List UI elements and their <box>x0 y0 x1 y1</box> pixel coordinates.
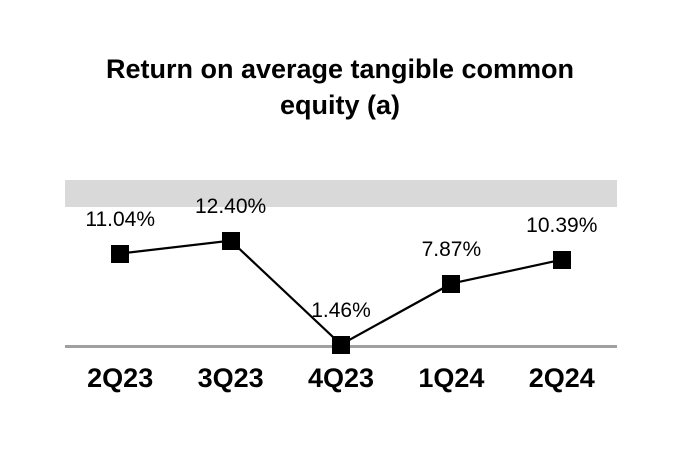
x-axis-label: 1Q24 <box>418 363 485 393</box>
data-point-marker <box>552 250 571 269</box>
data-point-marker <box>111 244 130 263</box>
x-axis-label: 2Q24 <box>528 363 595 393</box>
data-point-marker <box>332 335 350 354</box>
x-axis-label: 3Q23 <box>197 363 264 393</box>
data-point-label: 11.04% <box>85 207 156 231</box>
data-point-marker <box>442 274 461 293</box>
data-point-label: 7.87% <box>421 237 482 261</box>
chart-title: Return on average tangible common equity… <box>105 54 575 120</box>
data-point-label: 1.46% <box>311 298 371 322</box>
x-axis-label: 2Q23 <box>87 363 154 393</box>
x-axis-label: 4Q23 <box>307 363 375 393</box>
data-point-label: 10.39% <box>526 213 598 237</box>
data-point-label: 12.40% <box>194 194 267 218</box>
data-point-marker <box>221 231 240 250</box>
plot-top-band <box>65 180 617 207</box>
